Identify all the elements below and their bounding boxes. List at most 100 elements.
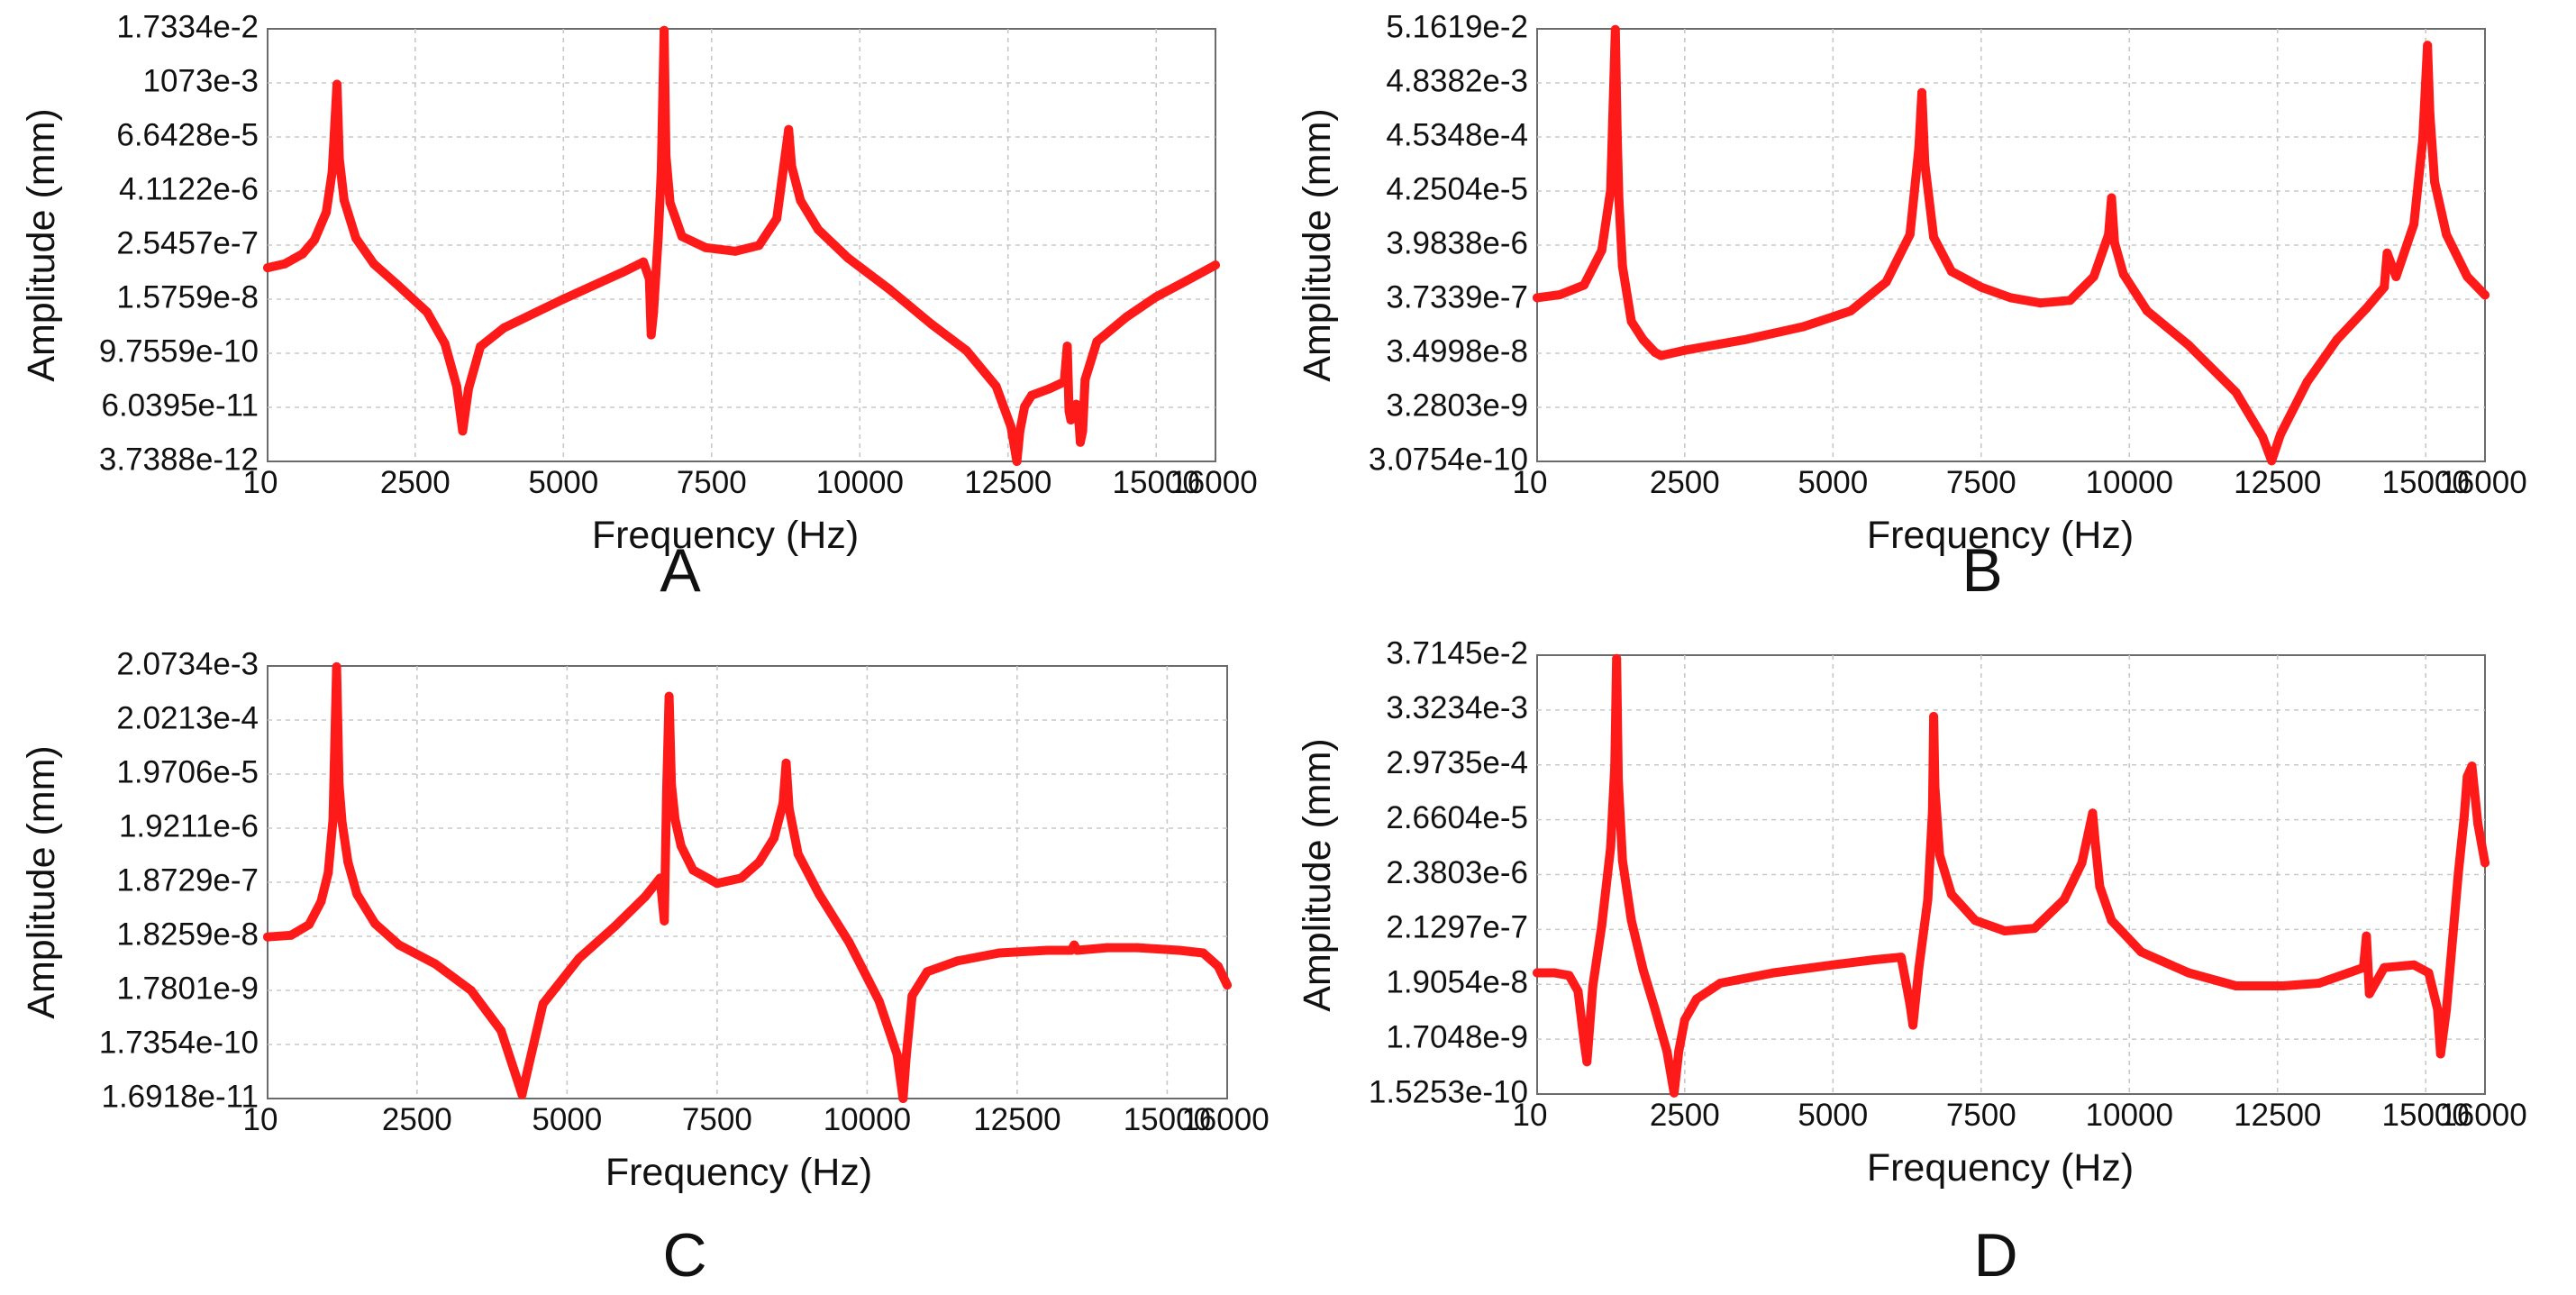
- data-point: [2088, 808, 2098, 818]
- data-point: [2430, 178, 2440, 187]
- data-point: [923, 967, 932, 977]
- data-point: [1929, 712, 1939, 721]
- x-tick-label: 7500: [682, 1102, 752, 1137]
- x-tick-label: 12500: [964, 465, 1051, 500]
- data-point: [1679, 1015, 1689, 1025]
- x-tick-label: 7500: [1946, 1098, 2016, 1133]
- data-point: [1617, 855, 1627, 865]
- data-point: [1076, 437, 1085, 447]
- data-point: [1006, 422, 1015, 432]
- data-point: [2258, 433, 2268, 442]
- data-point: [1597, 245, 1607, 255]
- data-point: [661, 150, 671, 160]
- data-point: [538, 999, 548, 1008]
- data-point: [351, 233, 360, 243]
- data-point: [476, 342, 486, 351]
- x-tick-label: 16000: [2439, 1098, 2526, 1133]
- data-point: [1614, 196, 1624, 205]
- data-point: [1656, 351, 1666, 360]
- data-point: [1597, 921, 1607, 931]
- data-point: [466, 986, 476, 995]
- data-point: [2480, 290, 2490, 300]
- data-point: [1027, 390, 1036, 400]
- data-point: [559, 294, 569, 304]
- data-point: [660, 25, 669, 35]
- data-point: [2473, 819, 2483, 828]
- data-point: [646, 330, 656, 340]
- data-point: [423, 307, 432, 317]
- data-point: [1946, 889, 1956, 899]
- data-point: [667, 780, 677, 789]
- data-point: [2380, 962, 2389, 972]
- x-tick-label: 15000: [2382, 465, 2470, 500]
- panel-b: 5.1619e-2 4.8382e-3 4.5348e-4 4.2504e-5 3.98…: [1296, 9, 2527, 605]
- data-point: [2460, 811, 2469, 821]
- data-point: [1533, 293, 1542, 303]
- data-point: [898, 1094, 908, 1103]
- x-tick-label: 5000: [1798, 465, 1868, 500]
- data-point: [1739, 335, 1749, 345]
- data-point: [1066, 415, 1076, 424]
- data-point: [2276, 430, 2285, 440]
- data-point: [874, 996, 884, 1006]
- data-point: [1881, 277, 1891, 287]
- data-point: [2362, 304, 2371, 314]
- y-tick-label: 3.7388e-12: [99, 442, 259, 477]
- data-point: [736, 873, 746, 883]
- data-point: [2462, 272, 2472, 281]
- y-tick-label: 1.9054e-8: [1386, 965, 1528, 1000]
- x-axis-title: Frequency (Hz): [592, 514, 859, 557]
- data-point: [2332, 335, 2342, 345]
- y-tick-label: 1.7334e-2: [116, 9, 259, 44]
- x-axis-title: Frequency (Hz): [1867, 514, 2134, 557]
- plot-frame: [1536, 654, 2486, 1095]
- data-point: [2480, 858, 2490, 868]
- data-point: [660, 916, 669, 926]
- panel-label: D: [1973, 1221, 2017, 1290]
- data-point: [1072, 945, 1082, 955]
- data-point: [670, 815, 680, 825]
- x-tick-label: 2500: [1650, 465, 1720, 500]
- data-point: [310, 235, 319, 245]
- data-point: [2435, 1049, 2445, 1059]
- y-tick-label: 1.7048e-9: [1386, 1019, 1528, 1054]
- x-tick-label: 15000: [2382, 1098, 2470, 1133]
- x-axis-title: Frequency (Hz): [1867, 1146, 2134, 1190]
- data-point: [1905, 999, 1915, 1009]
- data-point: [334, 780, 344, 789]
- data-point: [517, 1090, 527, 1099]
- data-point: [1626, 316, 1636, 326]
- data-point: [1198, 948, 1208, 958]
- x-tick-label: 10: [243, 1102, 278, 1137]
- y-axis-title: Amplitude (mm): [1296, 738, 1339, 1011]
- y-tick-label: 2.0213e-4: [116, 700, 259, 735]
- data-point: [1870, 955, 1880, 964]
- data-point: [1828, 960, 1838, 970]
- y-tick-label: 3.2803e-9: [1386, 388, 1528, 423]
- data-point: [1638, 965, 1648, 975]
- data-point: [511, 1072, 521, 1081]
- data-point: [994, 948, 1004, 958]
- data-point: [1174, 945, 1184, 955]
- y-tick-label: 1.5253e-10: [1369, 1074, 1528, 1109]
- data-point: [2104, 230, 2114, 240]
- data-point: [1060, 377, 1070, 387]
- data-point: [1223, 980, 1232, 990]
- data-point: [2442, 230, 2452, 240]
- x-tick-label: 16000: [2439, 465, 2526, 500]
- data-point: [1582, 1057, 1592, 1067]
- x-tick-label: 10: [1513, 465, 1548, 500]
- data-point: [1976, 282, 1986, 292]
- data-point: [322, 207, 332, 217]
- data-point: [2424, 968, 2434, 978]
- data-point: [2109, 238, 2119, 248]
- data-point: [2382, 248, 2392, 258]
- data-point: [323, 868, 333, 878]
- data-point: [464, 384, 473, 394]
- data-point: [2107, 193, 2116, 203]
- data-point: [1692, 994, 1701, 1004]
- y-tick-label: 4.5348e-4: [1386, 117, 1528, 152]
- data-point: [1905, 230, 1915, 240]
- data-point: [1934, 850, 1944, 860]
